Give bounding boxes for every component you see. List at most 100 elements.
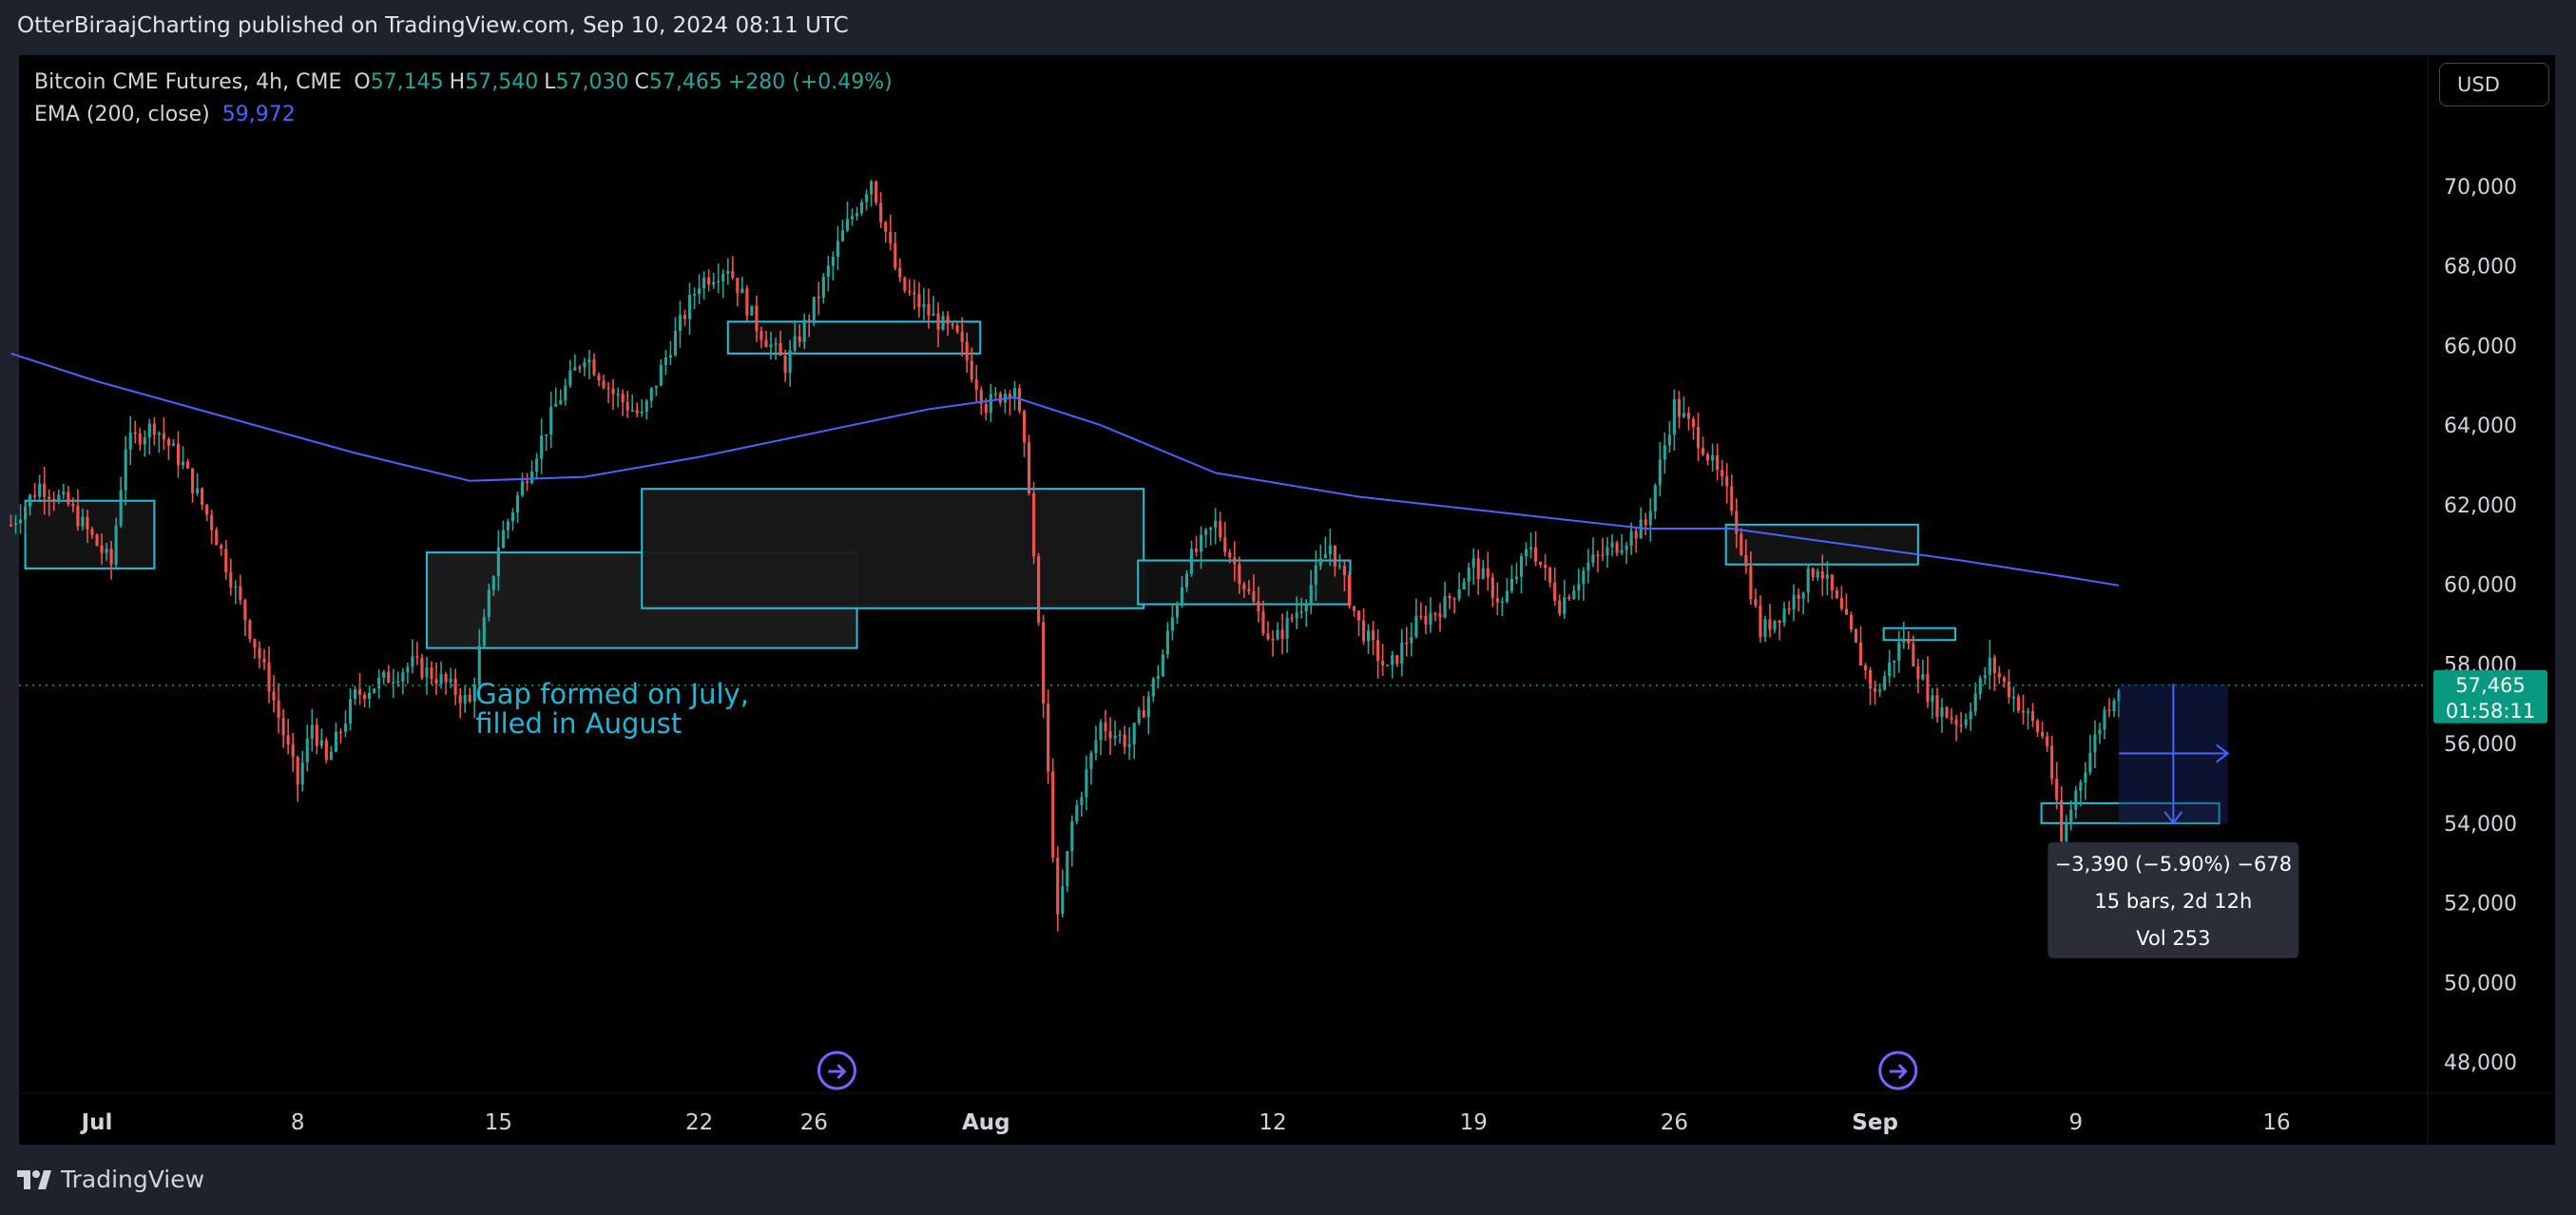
candle-body[interactable] bbox=[1108, 730, 1112, 739]
candle-body[interactable] bbox=[2055, 779, 2059, 800]
candle-body[interactable] bbox=[1099, 722, 1103, 741]
candle-body[interactable] bbox=[1323, 554, 1327, 559]
candle-body[interactable] bbox=[1839, 597, 1843, 609]
candle-body[interactable] bbox=[2007, 681, 2010, 698]
candle-body[interactable] bbox=[1462, 581, 1466, 590]
candle-body[interactable] bbox=[769, 344, 773, 348]
candle-body[interactable] bbox=[927, 303, 931, 317]
candle-body[interactable] bbox=[1452, 598, 1456, 600]
candle-body[interactable] bbox=[1591, 554, 1595, 563]
candle-body[interactable] bbox=[1959, 724, 1963, 726]
candle-body[interactable] bbox=[1572, 590, 1576, 599]
candle-body[interactable] bbox=[1037, 556, 1041, 623]
candle-body[interactable] bbox=[29, 494, 32, 507]
candle-body[interactable] bbox=[587, 359, 591, 363]
candle-body[interactable] bbox=[210, 514, 214, 530]
candle-body[interactable] bbox=[329, 751, 333, 761]
candle-body[interactable] bbox=[1471, 558, 1475, 568]
zone-rectangle[interactable] bbox=[24, 499, 156, 569]
candle-body[interactable] bbox=[81, 516, 85, 527]
candle-body[interactable] bbox=[936, 313, 940, 330]
candle-body[interactable] bbox=[43, 483, 47, 497]
candle-body[interactable] bbox=[1261, 611, 1265, 634]
candle-body[interactable] bbox=[1596, 554, 1600, 556]
candle-body[interactable] bbox=[721, 273, 725, 281]
candle-body[interactable] bbox=[1066, 851, 1069, 886]
candle-body[interactable] bbox=[606, 387, 610, 390]
candle-body[interactable] bbox=[1276, 629, 1279, 640]
candle-body[interactable] bbox=[1290, 617, 1294, 620]
candle-body[interactable] bbox=[1897, 642, 1901, 661]
candle-body[interactable] bbox=[430, 667, 433, 680]
candle-body[interactable] bbox=[1467, 567, 1471, 582]
candle-body[interactable] bbox=[387, 671, 391, 684]
candle-body[interactable] bbox=[573, 367, 577, 371]
candle-body[interactable] bbox=[1080, 797, 1084, 805]
candle-body[interactable] bbox=[993, 393, 997, 395]
candle-body[interactable] bbox=[879, 202, 883, 222]
candle-body[interactable] bbox=[1916, 665, 1920, 680]
candle-body[interactable] bbox=[152, 423, 156, 435]
candle-body[interactable] bbox=[1137, 710, 1141, 723]
candle-body[interactable] bbox=[831, 257, 835, 266]
candle-body[interactable] bbox=[1869, 670, 1873, 689]
candle-body[interactable] bbox=[1104, 722, 1107, 731]
candle-body[interactable] bbox=[57, 494, 61, 501]
candle-body[interactable] bbox=[1773, 620, 1777, 630]
candle-body[interactable] bbox=[1295, 612, 1298, 619]
candle-body[interactable] bbox=[1997, 673, 2001, 678]
candle-body[interactable] bbox=[1978, 677, 1982, 694]
candle-body[interactable] bbox=[1194, 549, 1199, 552]
candle-body[interactable] bbox=[870, 181, 874, 195]
candle-body[interactable] bbox=[1749, 566, 1753, 600]
candle-body[interactable] bbox=[913, 292, 916, 295]
candle-body[interactable] bbox=[319, 740, 323, 746]
candle-body[interactable] bbox=[109, 549, 113, 565]
candle-body[interactable] bbox=[1663, 445, 1666, 460]
candle-body[interactable] bbox=[1558, 600, 1562, 614]
candle-body[interactable] bbox=[472, 684, 476, 702]
candle-body[interactable] bbox=[1481, 568, 1485, 579]
candle-body[interactable] bbox=[1567, 597, 1571, 599]
candle-body[interactable] bbox=[1519, 556, 1524, 577]
candle-body[interactable] bbox=[1280, 629, 1284, 639]
candle-body[interactable] bbox=[1716, 454, 1720, 471]
zone-rectangle[interactable] bbox=[641, 488, 1145, 609]
candle-body[interactable] bbox=[578, 367, 582, 369]
candle-body[interactable] bbox=[453, 678, 457, 696]
candle-body[interactable] bbox=[334, 731, 337, 752]
candle-body[interactable] bbox=[18, 519, 23, 524]
candle-body[interactable] bbox=[1825, 574, 1829, 579]
candle-body[interactable] bbox=[377, 677, 381, 689]
candle-body[interactable] bbox=[1983, 675, 1987, 678]
candle-body[interactable] bbox=[1061, 885, 1065, 915]
candle-body[interactable] bbox=[1902, 639, 1906, 643]
candle-body[interactable] bbox=[2084, 772, 2087, 782]
candle-body[interactable] bbox=[1544, 565, 1548, 569]
candle-body[interactable] bbox=[1395, 655, 1399, 665]
candle-body[interactable] bbox=[1701, 448, 1705, 454]
candle-body[interactable] bbox=[310, 724, 314, 739]
candle-body[interactable] bbox=[248, 620, 252, 640]
candle-body[interactable] bbox=[1032, 493, 1036, 557]
candle-body[interactable] bbox=[67, 492, 70, 504]
candle-body[interactable] bbox=[477, 646, 481, 685]
candle-body[interactable] bbox=[272, 691, 276, 701]
candle-body[interactable] bbox=[1721, 470, 1724, 477]
candle-body[interactable] bbox=[654, 385, 658, 389]
candle-body[interactable] bbox=[779, 343, 782, 356]
candle-body[interactable] bbox=[545, 434, 548, 436]
candle-body[interactable] bbox=[1429, 613, 1432, 625]
candle-body[interactable] bbox=[114, 525, 118, 565]
candle-body[interactable] bbox=[989, 394, 992, 414]
candle-body[interactable] bbox=[185, 461, 190, 469]
candle-body[interactable] bbox=[1184, 573, 1189, 588]
candle-body[interactable] bbox=[133, 432, 137, 434]
candle-body[interactable] bbox=[2093, 734, 2097, 753]
candle-body[interactable] bbox=[234, 586, 238, 588]
candle-body[interactable] bbox=[917, 294, 921, 308]
candle-body[interactable] bbox=[1386, 665, 1390, 666]
candle-body[interactable] bbox=[1658, 459, 1662, 486]
candle-body[interactable] bbox=[86, 516, 89, 530]
candle-body[interactable] bbox=[1156, 676, 1160, 679]
